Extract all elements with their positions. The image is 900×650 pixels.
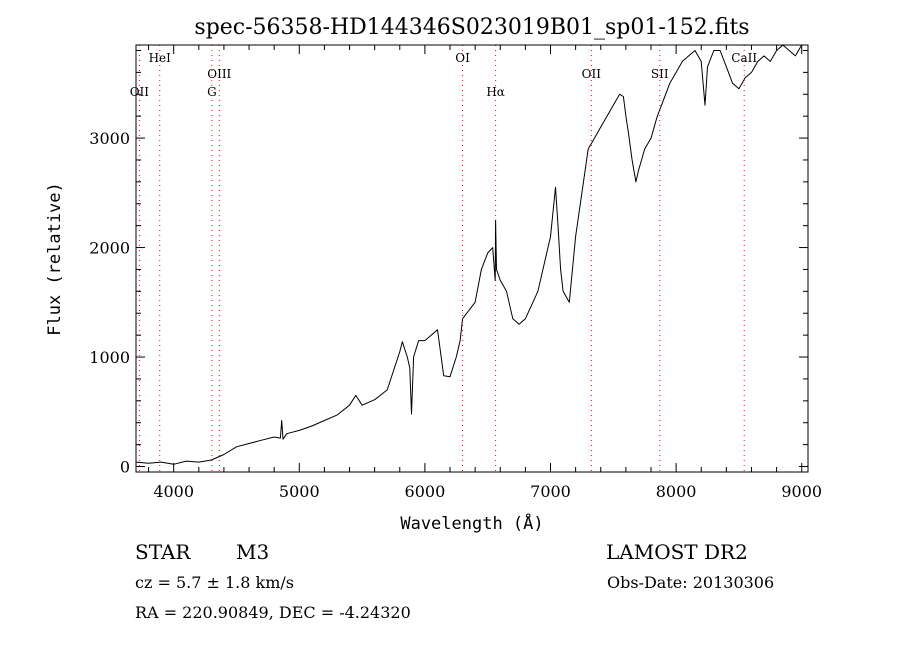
spectrum-series <box>135 44 803 465</box>
x-axis-label: Wavelength (Å) <box>400 512 543 534</box>
line-marker-label: SII <box>651 67 669 81</box>
line-marker-label: HeI <box>149 51 172 65</box>
y-tick-label: 3000 <box>89 129 130 148</box>
axes: 4000 5000 6000 7000 8000 9000 0 1000 2000 3000 <box>89 45 822 501</box>
plot-frame <box>135 44 809 473</box>
y-axis-label: Flux (relative) <box>45 182 65 336</box>
line-marker-label: G <box>207 85 217 99</box>
x-tick-label: 8000 <box>656 482 697 501</box>
y-tick-label: 0 <box>120 458 130 477</box>
spectral-line-markers: OII HeI OIII G OI Hα OII SII CaII <box>130 45 757 472</box>
object-subclass: M3 <box>236 540 270 564</box>
spectrum-line <box>135 44 803 465</box>
x-tick-label: 6000 <box>405 482 446 501</box>
observation-date: Obs-Date: 20130306 <box>607 573 775 592</box>
line-marker-label: CaII <box>731 51 757 65</box>
x-tick-label: 7000 <box>530 482 571 501</box>
line-marker-label: OI <box>455 51 470 65</box>
x-tick-label: 9000 <box>781 482 822 501</box>
y-tick-label: 1000 <box>89 348 130 367</box>
survey-name: LAMOST DR2 <box>606 540 748 564</box>
coordinates: RA = 220.90849, DEC = -4.24320 <box>135 603 411 622</box>
line-marker-label: Hα <box>486 85 505 99</box>
line-marker-label: OII <box>130 85 150 99</box>
x-tick-label: 5000 <box>279 482 320 501</box>
line-marker-label: OIII <box>207 67 231 81</box>
x-tick-label: 4000 <box>153 482 194 501</box>
object-class: STAR <box>135 540 191 564</box>
redshift-velocity: cz = 5.7 ± 1.8 km/s <box>135 573 294 592</box>
chart-title: spec-56358-HD144346S023019B01_sp01-152.f… <box>194 15 749 40</box>
line-marker-label: OII <box>582 67 602 81</box>
y-tick-label: 2000 <box>89 239 130 258</box>
